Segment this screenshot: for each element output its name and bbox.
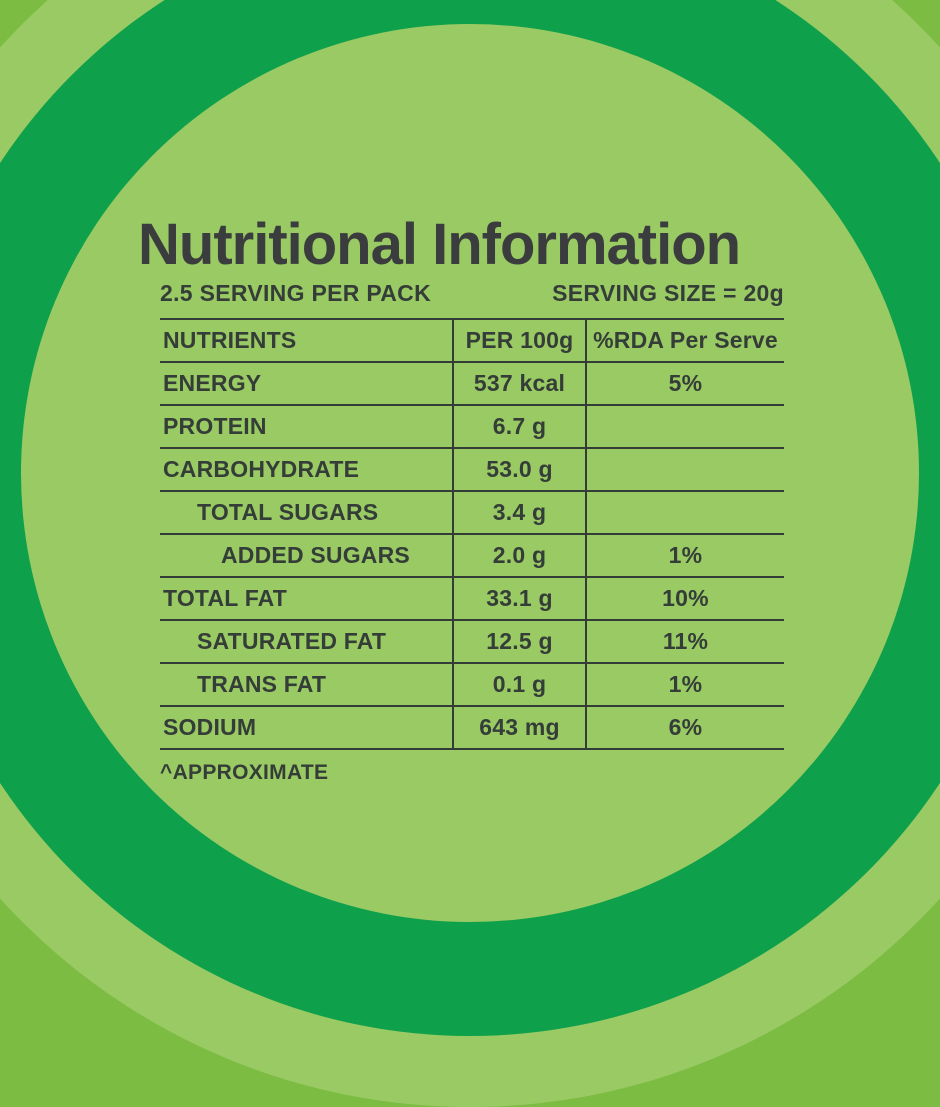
page-title: Nutritional Information [138,211,741,277]
table-row-sodium: SODIUM 643 mg 6% [160,707,784,750]
table-header-row: NUTRIENTS PER 100g %RDA Per Serve [160,320,784,363]
header-nutrients: NUTRIENTS [163,327,297,353]
nutrient-name: TRANS FAT [197,671,327,697]
nutrient-rda: 6% [585,707,784,748]
approximate-footnote: ^APPROXIMATE [160,761,329,784]
nutrient-rda: 10% [585,578,784,619]
nutrient-rda: 1% [585,664,784,705]
nutrient-rda: 11% [585,621,784,662]
table-row-protein: PROTEIN 6.7 g [160,406,784,449]
nutrient-per-100g: 6.7 g [452,406,585,447]
nutrient-rda [585,406,784,447]
servings-per-pack: 2.5 SERVING PER PACK [160,280,432,306]
nutrient-per-100g: 2.0 g [452,535,585,576]
nutrient-name: ADDED SUGARS [221,542,410,568]
serving-size: SERVING SIZE = 20g [552,280,784,306]
nutrition-table: NUTRIENTS PER 100g %RDA Per Serve ENERGY… [160,318,784,750]
nutrient-per-100g: 12.5 g [452,621,585,662]
nutrient-name: TOTAL SUGARS [197,499,379,525]
serving-info-line: 2.5 SERVING PER PACK SERVING SIZE = 20g [160,280,784,307]
nutrient-name: ENERGY [163,370,262,396]
nutrient-rda [585,449,784,490]
header-per-100g: PER 100g [452,320,585,361]
table-row-total-sugars: TOTAL SUGARS 3.4 g [160,492,784,535]
nutrient-per-100g: 33.1 g [452,578,585,619]
table-row-carbohydrate: CARBOHYDRATE 53.0 g [160,449,784,492]
nutrient-per-100g: 3.4 g [452,492,585,533]
table-row-saturated-fat: SATURATED FAT 12.5 g 11% [160,621,784,664]
nutrient-name: SODIUM [163,714,257,740]
nutrient-rda [585,492,784,533]
nutrient-per-100g: 537 kcal [452,363,585,404]
nutrient-rda: 1% [585,535,784,576]
table-row-total-fat: TOTAL FAT 33.1 g 10% [160,578,784,621]
nutrient-name: TOTAL FAT [163,585,288,611]
nutrient-per-100g: 53.0 g [452,449,585,490]
nutrient-rda: 5% [585,363,784,404]
nutrient-per-100g: 643 mg [452,707,585,748]
nutrient-name: PROTEIN [163,413,267,439]
table-row-trans-fat: TRANS FAT 0.1 g 1% [160,664,784,707]
nutrient-per-100g: 0.1 g [452,664,585,705]
nutrient-name: SATURATED FAT [197,628,387,654]
table-row-added-sugars: ADDED SUGARS 2.0 g 1% [160,535,784,578]
table-row-energy: ENERGY 537 kcal 5% [160,363,784,406]
header-rda-per-serve: %RDA Per Serve [585,320,784,361]
inner-label-disc [21,24,919,922]
nutrient-name: CARBOHYDRATE [163,456,360,482]
